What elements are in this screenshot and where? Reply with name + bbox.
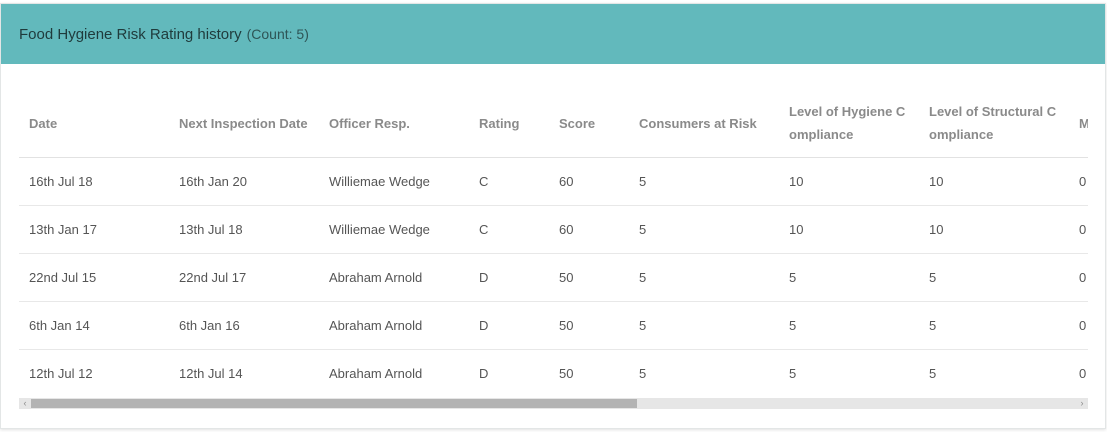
column-header[interactable]: Date [19, 89, 169, 158]
table-row: 6th Jan 14 6th Jan 16 Abraham Arnold D 5… [19, 301, 1088, 350]
column-header[interactable]: Score [549, 89, 629, 158]
table-cell: Abraham Arnold [329, 366, 423, 381]
table-cell: 5 [629, 157, 779, 206]
table-cell: 5 [629, 253, 779, 302]
table-cell: 60 [549, 157, 629, 206]
table-header-row: Date Next Inspection Date Officer Resp. … [19, 89, 1088, 158]
panel-header: Food Hygiene Risk Rating history (Count:… [1, 4, 1105, 64]
table-cell: 50 [549, 301, 629, 350]
scroll-left-icon[interactable]: ‹ [23, 398, 27, 408]
column-header[interactable]: Next Inspection Date [169, 89, 319, 158]
column-header[interactable]: Rating [469, 89, 549, 158]
table-cell: 10 [779, 157, 919, 206]
table-cell: 10 [919, 205, 1069, 254]
table-cell: C [469, 205, 549, 254]
scroll-right-icon[interactable]: › [1080, 398, 1084, 408]
table-cell: 5 [929, 366, 937, 381]
table-cell: 50 [549, 253, 629, 302]
table-cell: 12th Jul 14 [179, 366, 243, 381]
table-cell: 60 [549, 205, 629, 254]
column-header[interactable]: Level of Structural Compliance [919, 89, 1069, 158]
table-cell: 6th Jan 16 [169, 301, 319, 350]
scrollbar-thumb[interactable] [31, 399, 637, 408]
table-cell: 5 [919, 253, 1069, 302]
table-cell: 0 [1069, 157, 1088, 206]
table-cell: C [469, 157, 549, 206]
table-cell: D [469, 301, 549, 350]
table-cell: 16th Jan 20 [169, 157, 319, 206]
table-row: 13th Jan 17 13th Jul 18 Williemae Wedge … [19, 205, 1088, 254]
table-cell: 22nd Jul 17 [169, 253, 319, 302]
table-row: 12th Jul 12 12th Jul 14 Abraham Arnold D… [19, 350, 1088, 398]
column-header[interactable]: Officer Resp. [319, 89, 469, 158]
table-row: 16th Jul 18 16th Jan 20 Williemae Wedge … [19, 157, 1088, 206]
column-header[interactable]: MP [1069, 89, 1088, 158]
table-cell: 10 [779, 205, 919, 254]
horizontal-scrollbar[interactable]: ‹ › [19, 398, 1088, 409]
table-row: 22nd Jul 15 22nd Jul 17 Abraham Arnold D… [19, 253, 1088, 302]
table-cell: D [469, 253, 549, 302]
table-cell: Williemae Wedge [319, 205, 469, 254]
table-cell: 5 [919, 301, 1069, 350]
table-cell: 12th Jul 12 [29, 366, 93, 381]
risk-rating-table: Date Next Inspection Date Officer Resp. … [19, 89, 1088, 397]
table-cell: 13th Jan 17 [19, 205, 169, 254]
risk-rating-history-panel: Food Hygiene Risk Rating history (Count:… [0, 3, 1106, 429]
table-cell: Williemae Wedge [319, 157, 469, 206]
table-cell: 5 [639, 366, 647, 381]
table-cell: D [479, 366, 489, 381]
table-cell: 50 [559, 366, 574, 381]
table-cell: 5 [779, 301, 919, 350]
table-cell: 10 [919, 157, 1069, 206]
table-cell: 5 [789, 366, 797, 381]
table-cell: 0 [1069, 205, 1088, 254]
panel-title: Food Hygiene Risk Rating history [19, 25, 242, 43]
table-cell: Abraham Arnold [319, 253, 469, 302]
table-cell: 13th Jul 18 [169, 205, 319, 254]
record-count: (Count: 5) [246, 26, 309, 42]
table-scroll-container[interactable]: Date Next Inspection Date Officer Resp. … [19, 89, 1088, 409]
table-cell: 0 [1079, 366, 1087, 381]
table-cell: 5 [779, 253, 919, 302]
table-cell: 0 [1069, 301, 1088, 350]
table-cell: 0 [1069, 253, 1088, 302]
table-cell: 5 [629, 301, 779, 350]
table-cell: 6th Jan 14 [19, 301, 169, 350]
column-header[interactable]: Level of Hygiene Compliance [779, 89, 919, 158]
table-cell: 5 [629, 205, 779, 254]
column-header[interactable]: Consumers at Risk [629, 89, 779, 158]
table-cell: 16th Jul 18 [19, 157, 169, 206]
table-cell: 22nd Jul 15 [19, 253, 169, 302]
table-cell: Abraham Arnold [319, 301, 469, 350]
